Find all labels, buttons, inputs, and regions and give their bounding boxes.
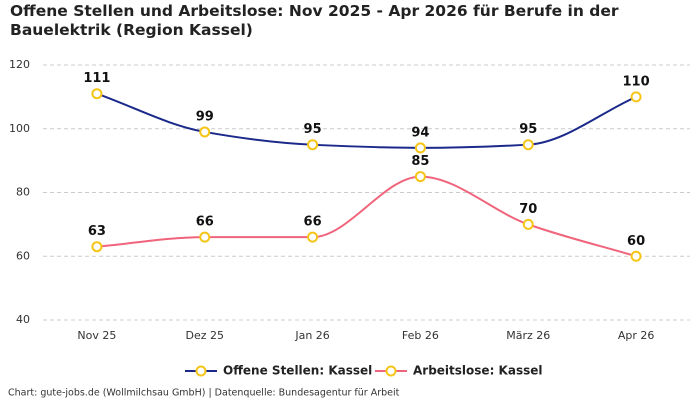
legend-label: Offene Stellen: Kassel — [223, 364, 372, 378]
y-tick-label: 40 — [16, 313, 30, 326]
marker — [199, 126, 211, 138]
y-tick-label: 80 — [16, 186, 30, 199]
value-label: 94 — [411, 125, 429, 140]
marker — [91, 241, 103, 253]
x-tick-label: Apr 26 — [618, 329, 655, 342]
value-label: 63 — [88, 224, 106, 239]
x-tick-label: Feb 26 — [402, 329, 439, 342]
value-label: 66 — [304, 215, 322, 230]
x-tick-label: Dez 25 — [185, 329, 224, 342]
marker — [630, 91, 642, 103]
line — [96, 92, 637, 149]
value-label: 99 — [196, 109, 214, 124]
legend-marker — [385, 365, 397, 377]
x-tick-label: Nov 25 — [77, 329, 116, 342]
marker — [414, 171, 426, 183]
value-label: 110 — [623, 74, 650, 89]
marker — [630, 250, 642, 262]
x-tick-label: März 26 — [506, 329, 550, 342]
value-label: 95 — [519, 122, 537, 137]
y-tick-label: 100 — [9, 122, 30, 135]
marker — [522, 218, 534, 230]
marker — [414, 142, 426, 154]
value-label: 60 — [627, 234, 645, 249]
chart-title: Offene Stellen und Arbeitslose: Nov 2025… — [10, 2, 619, 39]
value-label: 66 — [196, 215, 214, 230]
value-label: 70 — [519, 202, 537, 217]
y-tick-label: 120 — [9, 58, 30, 71]
marker — [307, 231, 319, 243]
value-label: 111 — [83, 71, 110, 86]
marker — [91, 88, 103, 100]
marker — [199, 231, 211, 243]
marker — [307, 139, 319, 151]
source: Chart: gute-jobs.de (Wollmilchsau GmbH) … — [8, 388, 400, 399]
value-label: 95 — [304, 122, 322, 137]
y-tick-label: 60 — [16, 249, 30, 262]
legend-label: Arbeitslose: Kassel — [413, 364, 542, 378]
marker — [522, 139, 534, 151]
legend-marker — [195, 365, 207, 377]
line — [96, 175, 637, 258]
value-label: 85 — [411, 154, 429, 169]
x-tick-label: Jan 26 — [294, 329, 329, 342]
